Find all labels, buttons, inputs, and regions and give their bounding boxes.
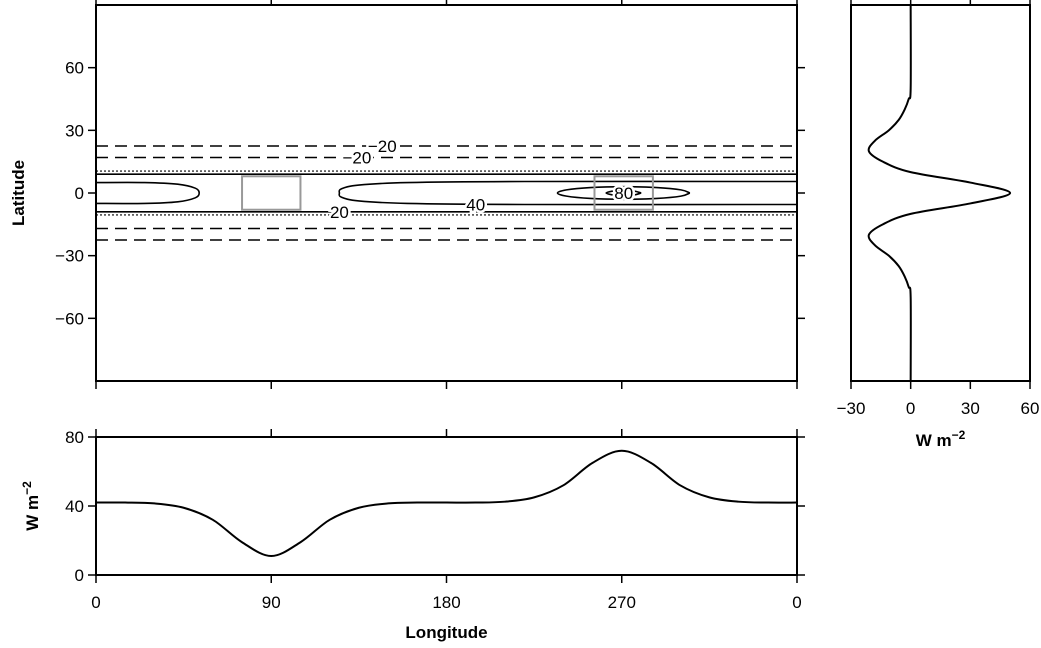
x-tick-label: 270 bbox=[608, 593, 636, 612]
y-tick-label: −60 bbox=[55, 309, 84, 328]
y-axis-label: Latitude bbox=[9, 160, 28, 226]
y-tick-label: 60 bbox=[65, 59, 84, 78]
y-axis-label-text: Latitude bbox=[9, 160, 28, 226]
y-tick-label: −30 bbox=[55, 247, 84, 266]
x-axis-label: Longitude bbox=[405, 623, 487, 642]
contour-label: −20 bbox=[343, 148, 372, 167]
y-tick-label: 40 bbox=[65, 497, 84, 516]
x-axis-label-text: W m bbox=[916, 431, 952, 450]
x-tick-label: 30 bbox=[961, 399, 980, 418]
plot-frame bbox=[95, 436, 798, 576]
x-tick-label: 0 bbox=[906, 399, 915, 418]
region-box bbox=[241, 175, 302, 211]
x-tick-label: −30 bbox=[837, 399, 866, 418]
x-axis-label: W m−2 bbox=[916, 428, 966, 450]
plot-frame bbox=[95, 4, 798, 382]
contour-line bbox=[605, 189, 642, 197]
plot-frame bbox=[850, 4, 1031, 382]
x-tick-label: 60 bbox=[1021, 399, 1040, 418]
region-box bbox=[593, 175, 654, 211]
y-tick-label: 30 bbox=[65, 121, 84, 140]
y-tick-label: 80 bbox=[65, 428, 84, 447]
x-tick-label: 0 bbox=[91, 593, 100, 612]
y-axis-label-sup: −2 bbox=[20, 481, 34, 495]
x-tick-label: 180 bbox=[432, 593, 460, 612]
x-tick-label: 90 bbox=[262, 593, 281, 612]
y-axis-label-text: W m bbox=[23, 495, 42, 531]
contour-line bbox=[338, 180, 798, 206]
contour-label: −20 bbox=[368, 137, 397, 156]
contour-label: 20 bbox=[330, 203, 349, 222]
contour-line bbox=[556, 185, 691, 201]
y-tick-label: 0 bbox=[75, 184, 84, 203]
x-tick-label: 0 bbox=[792, 593, 801, 612]
contour-line bbox=[95, 181, 201, 205]
contour-label: 40 bbox=[466, 195, 485, 214]
x-axis-label-sup: −2 bbox=[952, 428, 966, 442]
profile-line bbox=[867, 4, 1012, 382]
y-axis-label: W m−2 bbox=[20, 481, 42, 531]
contour-label: 80 bbox=[614, 184, 633, 203]
profile-line bbox=[95, 449, 798, 558]
y-tick-label: 0 bbox=[75, 566, 84, 585]
